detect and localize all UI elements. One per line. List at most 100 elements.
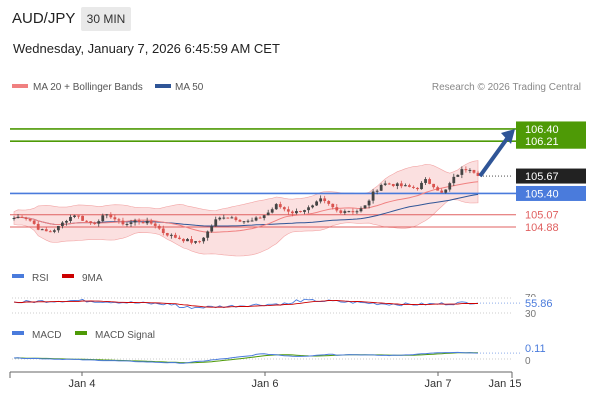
candle (448, 181, 452, 192)
candle-body (24, 217, 28, 220)
candle-body (428, 179, 431, 184)
candle (198, 240, 201, 244)
ma20-legend-swatch (12, 84, 28, 88)
candle (109, 212, 113, 219)
candle-body (44, 229, 48, 232)
candle-body (315, 201, 319, 206)
price-level-current: 105.67 (480, 168, 586, 184)
ma50-legend-label: MA 50 (175, 82, 204, 93)
candle-body (89, 221, 93, 224)
chart-header: AUD/JPY 30 MIN (0, 0, 590, 34)
candle-body (97, 221, 101, 224)
candle (363, 205, 367, 209)
x-tick-label: Jan 4 (69, 378, 96, 390)
candle-body (121, 220, 125, 225)
candle-body (295, 211, 298, 214)
candle-body (448, 183, 452, 190)
candle-body (367, 200, 371, 206)
candle-body (460, 169, 464, 175)
candle (121, 217, 125, 226)
candle (28, 218, 32, 222)
candle (428, 177, 431, 185)
candle-body (52, 230, 56, 232)
candle (335, 204, 339, 213)
candle-body (424, 179, 427, 183)
candle-body (258, 217, 262, 219)
candle-body (444, 189, 448, 193)
candle (141, 220, 145, 224)
candle (456, 174, 460, 177)
symbol-title: AUD/JPY (12, 10, 76, 27)
candle (16, 214, 20, 219)
candle-body (387, 183, 391, 185)
candle-body (266, 212, 270, 216)
macd-zero-tick: 0 (525, 356, 531, 367)
candle-body (153, 223, 157, 226)
candle (169, 233, 173, 239)
candle-body (359, 208, 363, 212)
candle (133, 218, 137, 226)
candle-body (129, 222, 133, 224)
candle (286, 206, 290, 215)
candle (351, 208, 355, 215)
candle (323, 195, 327, 204)
candle-body (432, 183, 436, 188)
candle-body (61, 222, 64, 226)
candle (44, 227, 48, 232)
candle-body (186, 239, 189, 242)
rsi-ma-line (13, 300, 478, 308)
candle-body (355, 211, 359, 213)
candle (101, 213, 105, 223)
candle (234, 216, 238, 222)
candle-body (149, 220, 153, 224)
candle (254, 216, 258, 222)
candle-body (254, 217, 258, 221)
candle-body (69, 216, 72, 221)
candle (202, 237, 206, 244)
candle-body (234, 217, 238, 221)
candle-body (327, 201, 331, 204)
candle (125, 222, 129, 227)
candle-body (468, 169, 472, 171)
candle-body (412, 186, 415, 188)
candle-body (105, 214, 109, 216)
datetime-label: Wednesday, January 7, 2026 6:45:59 AM CE… (13, 41, 280, 56)
candle-body (250, 220, 254, 222)
candle (149, 218, 153, 225)
candle-body (270, 209, 274, 213)
candle-body (420, 182, 423, 190)
candle (20, 215, 24, 218)
candle-body (286, 209, 290, 212)
bollinger-band-area (13, 160, 479, 257)
macd-last-value: 0.11 (525, 343, 546, 355)
candle-body (403, 185, 407, 187)
rsi-ma-legend-swatch (62, 274, 74, 278)
candle-body (331, 203, 335, 208)
level-label: 104.88 (525, 222, 559, 234)
candle-body (32, 220, 36, 224)
candle-body (182, 238, 185, 242)
candle-body (226, 217, 230, 219)
timeframe-button[interactable]: 30 MIN (81, 7, 131, 31)
credit-label: Research © 2026 Trading Central (432, 82, 581, 93)
macd-legend-swatch (12, 331, 24, 335)
candle-body (214, 219, 218, 227)
candle-body (40, 229, 44, 231)
candle-body (395, 183, 399, 186)
candle-body (383, 183, 387, 185)
candle (266, 209, 270, 216)
candle (65, 219, 68, 226)
candle-body (137, 220, 141, 222)
candle (440, 188, 444, 193)
candle (331, 203, 335, 210)
price-level-pivot: 105.40 (10, 185, 586, 201)
candle (73, 214, 76, 219)
candle-body (173, 234, 177, 238)
candle-body (125, 223, 129, 225)
candle-body (399, 183, 403, 187)
candle (206, 230, 210, 241)
candle (230, 215, 234, 219)
candle-body (101, 215, 105, 222)
candle (165, 232, 169, 237)
candle-body (408, 185, 411, 187)
